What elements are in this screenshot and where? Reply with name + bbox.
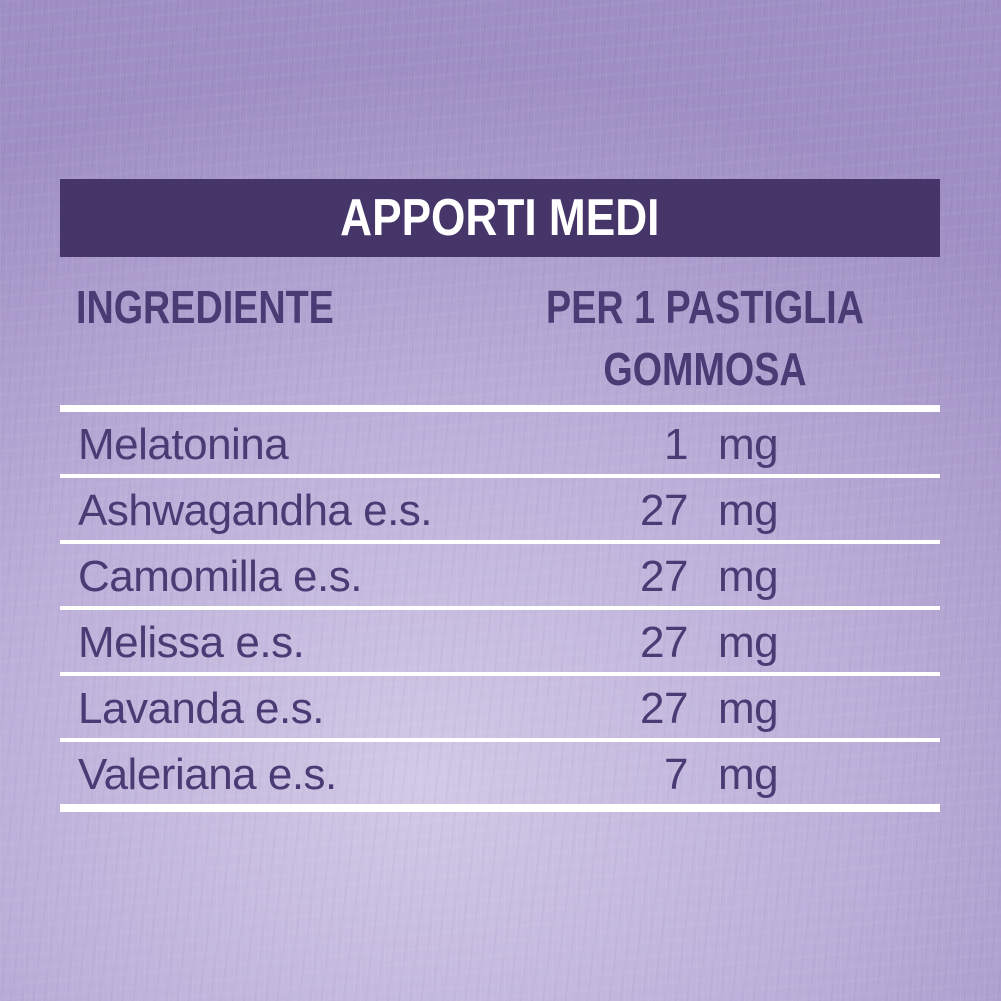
column-header-amount: PER 1 PASTIGLIA GOMMOSA [480,276,930,400]
row-separator-line [60,672,940,676]
table-title-bar: APPORTI MEDI [60,179,940,257]
ingredient-name: Melissa e.s. [78,618,305,667]
ingredient-unit: mg [718,750,779,799]
column-header-amount-line1: PER 1 PASTIGLIA [546,281,864,333]
row-separator-line [60,474,940,478]
table-title: APPORTI MEDI [340,189,660,247]
row-separator-line [60,540,940,544]
ingredients-table: Melatonina 1 mg Ashwagandha e.s. 27 mg C… [60,405,940,812]
ingredient-amount: 27 [640,552,688,601]
ingredient-name: Melatonina [78,420,289,469]
ingredient-name: Lavanda e.s. [78,684,324,733]
ingredient-unit: mg [718,486,779,535]
nutrition-panel: APPORTI MEDI INGREDIENTE PER 1 PASTIGLIA… [60,0,940,1001]
ingredient-amount: 27 [640,618,688,667]
ingredient-unit: mg [718,618,779,667]
column-header-ingredient: INGREDIENTE [76,281,334,333]
ingredient-name: Valeriana e.s. [78,750,337,799]
header-separator-line [60,405,940,412]
ingredient-unit: mg [718,684,779,733]
row-separator-line [60,606,940,610]
ingredient-unit: mg [718,420,779,469]
table-row: Ashwagandha e.s. 27 mg [60,478,940,540]
table-row: Lavanda e.s. 27 mg [60,676,940,738]
ingredient-unit: mg [718,552,779,601]
ingredient-name: Camomilla e.s. [78,552,362,601]
ingredient-amount: 1 [664,420,688,469]
table-row: Valeriana e.s. 7 mg [60,742,940,804]
row-separator-line [60,738,940,742]
ingredient-amount: 7 [664,750,688,799]
table-bottom-line [60,804,940,812]
table-row: Melatonina 1 mg [60,412,940,474]
table-row: Melissa e.s. 27 mg [60,610,940,672]
ingredient-amount: 27 [640,684,688,733]
table-row: Camomilla e.s. 27 mg [60,544,940,606]
ingredient-name: Ashwagandha e.s. [78,486,433,535]
ingredient-amount: 27 [640,486,688,535]
column-header-amount-line2: GOMMOSA [603,343,807,395]
